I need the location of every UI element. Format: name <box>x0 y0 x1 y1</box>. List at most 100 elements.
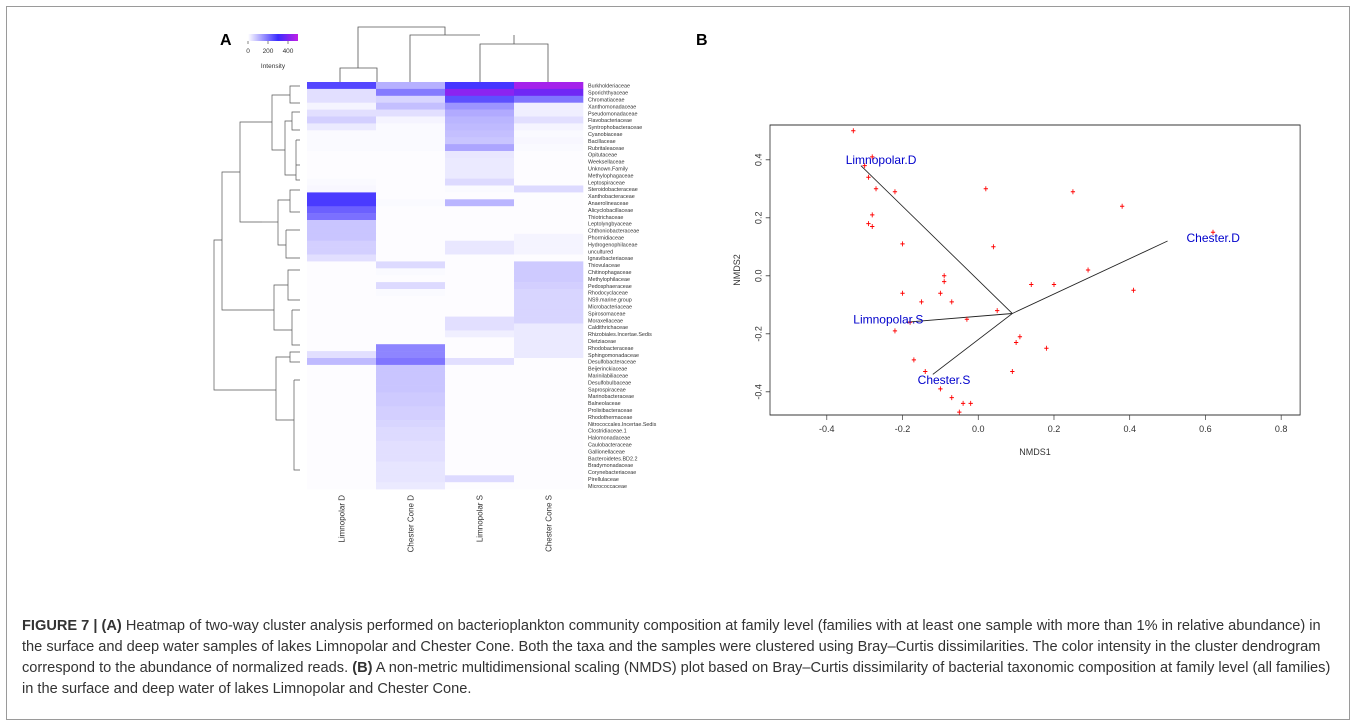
column-dendrogram <box>339 26 549 82</box>
heatmap-cell <box>307 185 377 193</box>
heatmap-cell <box>376 240 446 248</box>
heatmap-cell <box>514 454 584 462</box>
heatmap-cell <box>376 178 446 186</box>
heatmap-cell <box>445 102 515 110</box>
heatmap-cell <box>307 385 377 393</box>
row-dendro-branch <box>285 229 300 259</box>
heatmap-cell <box>514 268 584 276</box>
row-dendro-branch <box>289 189 300 213</box>
heatmap-row-label: Pedosphaeraceae <box>588 284 632 290</box>
color-key: 0 200 400 Intensity <box>246 34 298 70</box>
heatmap-cell <box>445 385 515 393</box>
heatmap-cell <box>514 261 584 269</box>
heatmap-cell <box>376 323 446 331</box>
panel-b-label: B <box>696 32 708 49</box>
heatmap-cell <box>445 282 515 290</box>
heatmap-cell <box>376 406 446 414</box>
heatmap-column-labels: Limnopolar D Chester Cone D Limnopolar S Ch… <box>338 495 554 553</box>
heatmap-cell <box>307 95 377 103</box>
heatmap-cell <box>514 330 584 338</box>
heatmap-cell <box>376 261 446 269</box>
heatmap-cell <box>445 413 515 421</box>
heatmap-cell <box>307 413 377 421</box>
heatmap-cell <box>307 240 377 248</box>
heatmap-column-label: Chester Cone D <box>407 495 416 553</box>
heatmap-cell <box>376 385 446 393</box>
heatmap-row-label: Thiotrichaceae <box>588 215 623 221</box>
heatmap-cell <box>376 399 446 407</box>
heatmap-row-label: Beijerinckiaceae <box>588 367 627 373</box>
figure-caption: FIGURE 7 | (A) Heatmap of two-way cluste… <box>22 616 1340 700</box>
color-key-tick-label: 200 <box>263 48 274 55</box>
heatmap-cell <box>445 475 515 483</box>
heatmap-cell <box>514 137 584 145</box>
heatmap-cell <box>445 316 515 324</box>
heatmap-cell <box>445 82 515 90</box>
spider-line <box>1012 240 1168 314</box>
heatmap-cell <box>445 226 515 235</box>
heatmap-row-label: Xanthobacteraceae <box>588 194 635 200</box>
row-dendro-branch <box>289 351 300 363</box>
heatmap-cell <box>445 192 515 200</box>
nmds-point <box>862 163 867 169</box>
heatmap-row-label: Xanthomonadaceae <box>588 104 636 110</box>
heatmap-cell <box>445 206 515 214</box>
heatmap-cell <box>307 454 377 462</box>
heatmap-cell <box>445 171 515 179</box>
row-dendro-branch <box>277 199 290 246</box>
heatmap-cell <box>376 254 446 262</box>
heatmap-cell <box>307 433 377 442</box>
heatmap-cell <box>307 282 377 290</box>
y-tick-label: -0.4 <box>753 384 763 400</box>
heatmap-cell <box>376 144 446 152</box>
heatmap-cell <box>376 420 446 428</box>
heatmap-row-label: Pirellulaceae <box>588 477 619 483</box>
heatmap-cell <box>514 282 584 290</box>
heatmap-cell <box>445 371 515 379</box>
spider-line <box>932 313 1013 375</box>
x-tick-label: 0.4 <box>1123 424 1136 434</box>
heatmap-cell <box>445 144 515 152</box>
nmds-site-label: Chester.S <box>918 373 971 387</box>
row-dendro-branch <box>273 284 292 331</box>
heatmap-column-label: Limnopolar D <box>338 495 347 543</box>
heatmap-cell <box>445 289 515 297</box>
heatmap-cell <box>445 433 515 442</box>
color-key-bar <box>248 34 298 41</box>
heatmap-row-label: Ignavibacteriaceae <box>588 256 633 262</box>
nmds-point <box>907 319 913 325</box>
nmds-point <box>1044 345 1049 351</box>
heatmap-cell <box>376 192 446 200</box>
heatmap-cell <box>307 337 377 345</box>
col-dendro-branch <box>339 67 378 82</box>
heatmap-cell <box>445 302 515 310</box>
x-tick-label: 0.8 <box>1275 424 1288 434</box>
heatmap-cell <box>445 123 515 131</box>
heatmap-cell <box>514 413 584 421</box>
heatmap-cell <box>445 337 515 345</box>
heatmap-row-label: Cyanobiaceae <box>588 132 622 138</box>
heatmap-cell <box>307 178 377 186</box>
heatmap-cell <box>307 427 377 435</box>
heatmap-cell <box>376 233 446 241</box>
heatmap-cell <box>445 358 515 366</box>
heatmap-cell <box>445 378 515 386</box>
x-tick-label: 0.6 <box>1199 424 1212 434</box>
heatmap-cell <box>307 130 377 138</box>
heatmap-cell <box>445 364 515 373</box>
heatmap-cell <box>514 475 584 483</box>
heatmap-cell <box>376 440 446 448</box>
heatmap-cell <box>376 164 446 172</box>
nmds-point <box>911 357 917 363</box>
heatmap-cell <box>514 226 584 235</box>
heatmap-row-label: Opitutaceae <box>588 153 617 159</box>
heatmap-cell <box>445 95 515 103</box>
heatmap-cell <box>514 364 584 373</box>
heatmap-cell <box>376 220 446 228</box>
heatmap-cell <box>445 406 515 414</box>
heatmap-cell <box>445 88 515 97</box>
nmds-point <box>851 128 856 134</box>
heatmap-cell <box>514 254 584 262</box>
heatmap-cell <box>307 88 377 97</box>
heatmap-cell <box>445 295 515 304</box>
